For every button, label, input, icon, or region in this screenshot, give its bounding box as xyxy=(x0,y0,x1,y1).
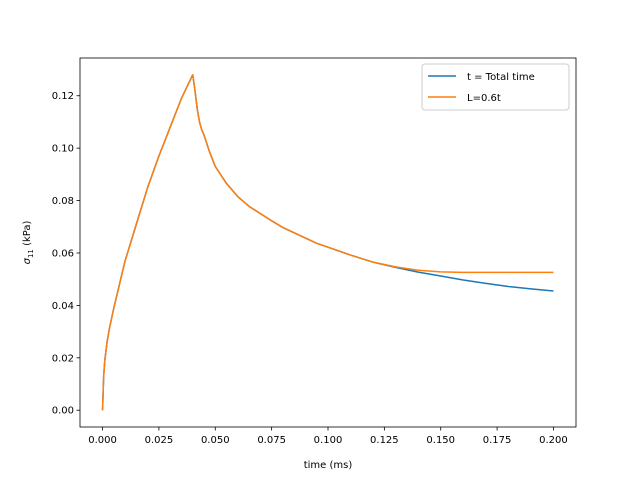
x-tick-label: 0.075 xyxy=(257,435,286,446)
y-axis-label-symbol: σ xyxy=(22,257,33,264)
legend-label-series-2: L=0.6t xyxy=(467,93,501,104)
legend: t = Total time L=0.6t xyxy=(421,63,570,111)
y-tick-label: 0.08 xyxy=(52,196,74,207)
y-axis-label-unit: (kPa) xyxy=(22,221,33,250)
x-tick-label: 0.000 xyxy=(88,435,117,446)
y-tick-label: 0.00 xyxy=(52,406,74,417)
x-tick-label: 0.125 xyxy=(370,435,399,446)
x-tick-label: 0.175 xyxy=(483,435,512,446)
x-tick-label: 0.200 xyxy=(539,435,568,446)
x-tick-label: 0.150 xyxy=(426,435,455,446)
x-tick-label: 0.025 xyxy=(145,435,174,446)
legend-box xyxy=(421,63,570,111)
y-tick-label: 0.12 xyxy=(52,91,74,102)
series-line-2 xyxy=(101,74,554,411)
y-tick-label: 0.02 xyxy=(52,353,74,364)
plot-background xyxy=(80,58,576,427)
legend-label-series-1: t = Total time xyxy=(467,72,535,83)
y-tick-label: 0.10 xyxy=(52,144,74,155)
y-axis-label: σ11 (kPa) xyxy=(22,221,35,265)
y-axis-label-subscript: 11 xyxy=(27,249,35,258)
x-axis-label: time (ms) xyxy=(304,460,353,471)
x-axis: 0.000 0.025 0.050 0.075 0.100 0.125 0.150 0.175… xyxy=(88,427,568,446)
series-layer xyxy=(101,74,554,411)
y-tick-label: 0.06 xyxy=(52,248,74,259)
y-tick-label: 0.04 xyxy=(52,301,74,312)
x-tick-label: 0.100 xyxy=(314,435,343,446)
y-axis: 0.00 0.02 0.04 0.06 0.08 0.10 0.12 xyxy=(52,91,80,417)
x-tick-label: 0.050 xyxy=(201,435,230,446)
